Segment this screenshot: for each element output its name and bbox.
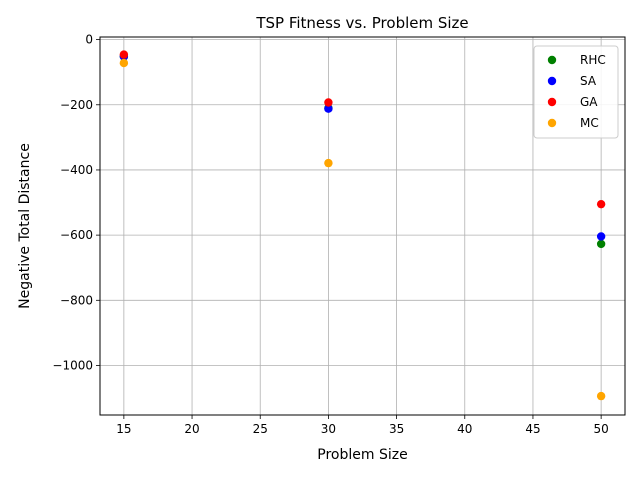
x-tick-label: 20 (184, 422, 199, 436)
x-tick-label: 45 (525, 422, 540, 436)
x-axis-ticks: 15 20 25 30 35 40 45 50 (116, 415, 609, 436)
point-rhc (596, 239, 606, 249)
point-ga (596, 199, 606, 209)
legend-label: MC (580, 116, 599, 130)
y-tick-label: −1000 (52, 358, 93, 372)
x-tick-label: 50 (593, 422, 608, 436)
y-axis-ticks: 0 −200 −400 −600 −800 −1000 (52, 33, 100, 372)
legend-marker-rhc (547, 55, 557, 65)
legend: RHC SA GA MC (533, 45, 619, 139)
x-tick-label: 35 (389, 422, 404, 436)
y-tick-label: −800 (60, 293, 93, 307)
point-mc (596, 391, 606, 401)
x-axis-label: Problem Size (317, 447, 407, 463)
y-axis-label: Negative Total Distance (17, 143, 33, 309)
point-sa (596, 232, 606, 241)
point-mc (119, 58, 129, 68)
chart-title: TSP Fitness vs. Problem Size (255, 14, 468, 32)
legend-box (533, 45, 619, 139)
y-tick-label: 0 (85, 33, 93, 47)
legend-marker-mc (547, 118, 557, 128)
point-ga (324, 98, 333, 107)
legend-label: GA (580, 95, 598, 109)
legend-label: SA (580, 74, 597, 88)
y-tick-label: −600 (60, 228, 93, 242)
x-tick-label: 15 (116, 422, 131, 436)
point-sa (324, 104, 333, 113)
legend-marker-sa (547, 76, 557, 86)
plot-frame (99, 36, 626, 416)
point-ga (119, 50, 129, 59)
y-tick-label: −400 (60, 163, 93, 177)
x-tick-label: 30 (321, 422, 336, 436)
data-points (119, 50, 606, 401)
legend-label: RHC (580, 53, 606, 67)
x-tick-label: 40 (457, 422, 472, 436)
legend-marker-ga (547, 97, 557, 107)
x-tick-label: 25 (253, 422, 268, 436)
point-mc (324, 158, 333, 168)
y-tick-label: −200 (60, 98, 93, 112)
